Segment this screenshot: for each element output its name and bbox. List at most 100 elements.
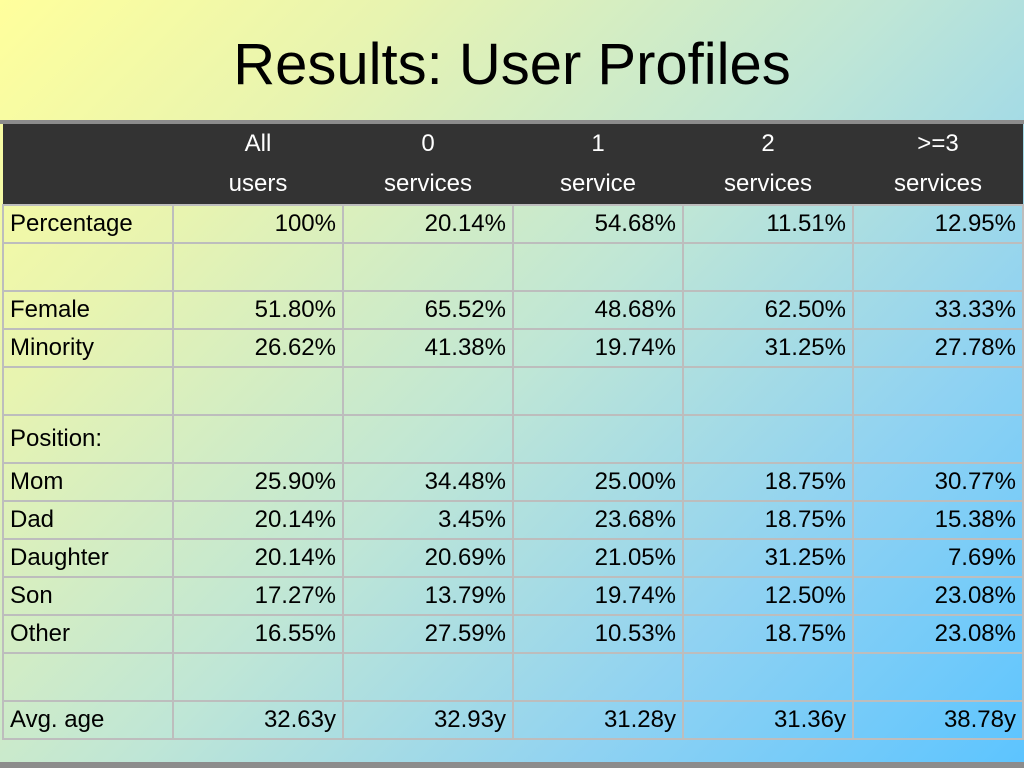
header-cell: >=3 services xyxy=(853,124,1023,205)
table-row xyxy=(2,366,1024,416)
row-label: Position: xyxy=(2,414,174,464)
table-cell: 31.25% xyxy=(682,328,854,368)
table-body: Percentage 100% 20.14% 54.68% 11.51% 12.95% Fe… xyxy=(2,204,1024,740)
page-title: Results: User Profiles xyxy=(233,32,791,97)
header-cell: 2 services xyxy=(683,124,853,205)
table-cell: 23.08% xyxy=(852,576,1024,616)
table-row xyxy=(2,242,1024,292)
header-line2: users xyxy=(228,170,288,197)
row-label: Avg. age xyxy=(2,700,174,740)
table-cell xyxy=(852,652,1024,702)
table-row: Son 17.27% 13.79% 19.74% 12.50% 23.08% xyxy=(2,576,1024,616)
table-cell xyxy=(342,366,514,416)
table-cell: 12.95% xyxy=(852,204,1024,244)
table-cell: 31.28y xyxy=(512,700,684,740)
table-cell xyxy=(342,242,514,292)
table-cell: 3.45% xyxy=(342,500,514,540)
table-cell: 21.05% xyxy=(512,538,684,578)
table-cell: 100% xyxy=(172,204,344,244)
table-cell: 33.33% xyxy=(852,290,1024,330)
table-cell: 25.00% xyxy=(512,462,684,502)
header-line2: services xyxy=(893,170,983,197)
table-cell xyxy=(682,366,854,416)
table-cell: 31.25% xyxy=(682,538,854,578)
table-cell: 18.75% xyxy=(682,614,854,654)
header-line1: >=3 xyxy=(917,130,959,157)
table-cell: 11.51% xyxy=(682,204,854,244)
table-cell: 23.68% xyxy=(512,500,684,540)
table-cell: 15.38% xyxy=(852,500,1024,540)
table-bottom-rule xyxy=(0,762,1024,768)
table-cell xyxy=(852,242,1024,292)
table-cell: 20.69% xyxy=(342,538,514,578)
header-cell: 0 services xyxy=(343,124,513,205)
table-cell: 32.93y xyxy=(342,700,514,740)
table-cell xyxy=(682,414,854,464)
row-label: Other xyxy=(2,614,174,654)
results-table: All users 0 services 1 service 2 services >=… xyxy=(2,124,1024,740)
row-label: Minority xyxy=(2,328,174,368)
table-cell: 19.74% xyxy=(512,576,684,616)
table-cell: 20.14% xyxy=(342,204,514,244)
table-cell: 34.48% xyxy=(342,462,514,502)
row-label: Daughter xyxy=(2,538,174,578)
table-cell xyxy=(852,366,1024,416)
table-cell: 7.69% xyxy=(852,538,1024,578)
row-label: Mom xyxy=(2,462,174,502)
header-cell: All users xyxy=(173,124,343,205)
table-row: Daughter 20.14% 20.69% 21.05% 31.25% 7.69% xyxy=(2,538,1024,578)
table-row: Dad 20.14% 3.45% 23.68% 18.75% 15.38% xyxy=(2,500,1024,540)
header-line1: 2 xyxy=(761,130,775,157)
table-cell xyxy=(682,242,854,292)
table-cell: 13.79% xyxy=(342,576,514,616)
header-cell: 1 service xyxy=(513,124,683,205)
row-label: Dad xyxy=(2,500,174,540)
table-cell: 23.08% xyxy=(852,614,1024,654)
table-cell xyxy=(682,652,854,702)
table-cell: 25.90% xyxy=(172,462,344,502)
table-cell: 54.68% xyxy=(512,204,684,244)
table-cell xyxy=(172,414,344,464)
header-row: All users 0 services 1 service 2 services >=… xyxy=(3,124,1023,205)
table-cell: 12.50% xyxy=(682,576,854,616)
header-line1: 1 xyxy=(591,130,605,157)
table-row: Position: xyxy=(2,414,1024,464)
header-line2: service xyxy=(559,170,637,197)
table-cell: 18.75% xyxy=(682,500,854,540)
table-cell: 20.14% xyxy=(172,538,344,578)
table-cell xyxy=(512,242,684,292)
table-cell: 20.14% xyxy=(172,500,344,540)
row-label: Percentage xyxy=(2,204,174,244)
table-cell xyxy=(172,366,344,416)
header-line2: services xyxy=(383,170,473,197)
table-cell xyxy=(852,414,1024,464)
table-row: Female 51.80% 65.52% 48.68% 62.50% 33.33% xyxy=(2,290,1024,330)
table-cell: 27.78% xyxy=(852,328,1024,368)
table-cell xyxy=(512,652,684,702)
table-row: Avg. age 32.63y 32.93y 31.28y 31.36y 38.78y xyxy=(2,700,1024,740)
header-line1: All xyxy=(244,130,272,157)
header-cell xyxy=(3,124,173,205)
table-cell: 18.75% xyxy=(682,462,854,502)
table-header: All users 0 services 1 service 2 services >=… xyxy=(3,124,1023,205)
row-label xyxy=(2,652,174,702)
table-cell: 41.38% xyxy=(342,328,514,368)
table-cell xyxy=(172,242,344,292)
table-cell xyxy=(342,652,514,702)
row-label: Female xyxy=(2,290,174,330)
table-row: Mom 25.90% 34.48% 25.00% 18.75% 30.77% xyxy=(2,462,1024,502)
results-table-container: All users 0 services 1 service 2 services >=… xyxy=(0,120,1024,768)
table-cell xyxy=(512,366,684,416)
table-cell: 26.62% xyxy=(172,328,344,368)
table-cell: 65.52% xyxy=(342,290,514,330)
table-cell: 10.53% xyxy=(512,614,684,654)
row-label: Son xyxy=(2,576,174,616)
table-cell xyxy=(342,414,514,464)
table-top-rule xyxy=(0,120,1024,124)
table-cell xyxy=(172,652,344,702)
table-cell xyxy=(512,414,684,464)
table-cell: 31.36y xyxy=(682,700,854,740)
table-cell: 51.80% xyxy=(172,290,344,330)
table-cell: 38.78y xyxy=(852,700,1024,740)
table-cell: 19.74% xyxy=(512,328,684,368)
